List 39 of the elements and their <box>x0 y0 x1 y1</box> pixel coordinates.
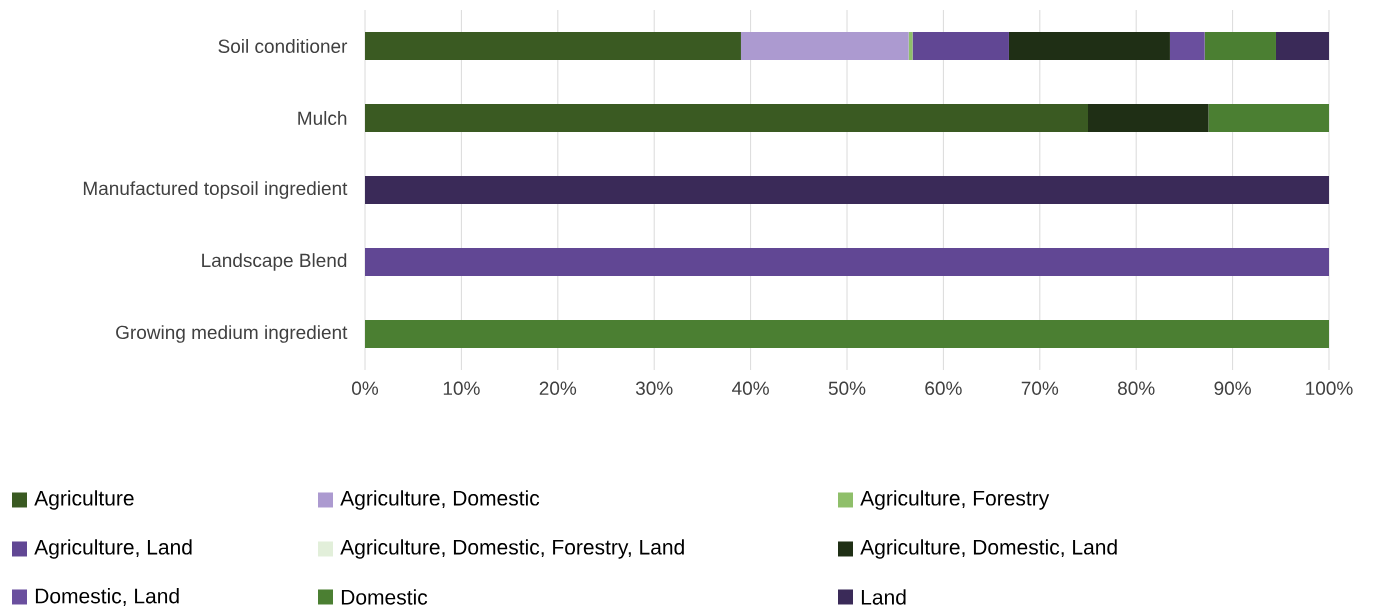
bar <box>1275 32 1329 60</box>
bar <box>365 32 741 60</box>
bar <box>908 32 913 60</box>
bar <box>365 104 1088 132</box>
x-tick-label: 70% <box>1021 381 1059 395</box>
x-tick-label: 90% <box>1214 381 1251 395</box>
x-tick-label: 30% <box>635 381 673 395</box>
x-tick-label: 100% <box>1306 381 1353 395</box>
bar <box>365 247 1329 276</box>
y-tick-label: Soil conditioner <box>218 39 348 53</box>
legend-label: Agriculture, Land <box>34 539 192 559</box>
x-tick-label: 50% <box>828 381 866 395</box>
x-tick-label: 80% <box>1118 381 1155 395</box>
bar <box>1088 104 1209 132</box>
bar <box>365 319 1329 348</box>
x-tick-label: 0% <box>352 381 379 395</box>
y-tick-label: Manufactured topsoil ingredient <box>83 181 348 199</box>
x-tick-label: 10% <box>443 381 480 395</box>
bar <box>1008 32 1170 60</box>
legend-label: Land <box>861 589 906 605</box>
y-tick-label: Landscape Blend <box>202 253 347 271</box>
bar <box>1208 104 1329 132</box>
x-tick-label: 40% <box>732 381 769 395</box>
bar <box>1204 32 1276 60</box>
legend-label: Agriculture, Domestic, Land <box>860 539 1117 559</box>
legend-label: Domestic <box>341 589 428 605</box>
x-tick-label: 20% <box>539 381 577 395</box>
bar <box>912 32 1009 60</box>
x-tick-label: 60% <box>925 381 962 395</box>
legend-label: Agriculture <box>34 490 134 510</box>
y-tick-label: Mulch <box>298 111 347 125</box>
legend-label: Agriculture, Domestic, Forestry, Land <box>340 539 684 559</box>
legend-label: Agriculture, Domestic <box>340 490 540 510</box>
y-tick-label: Growing medium ingredient <box>116 325 348 343</box>
bar <box>740 32 909 60</box>
bar <box>365 175 1329 204</box>
bar <box>1169 32 1205 60</box>
legend-label: Agriculture, Forestry <box>860 490 1050 510</box>
legend-label: Domestic, Land <box>35 588 179 606</box>
